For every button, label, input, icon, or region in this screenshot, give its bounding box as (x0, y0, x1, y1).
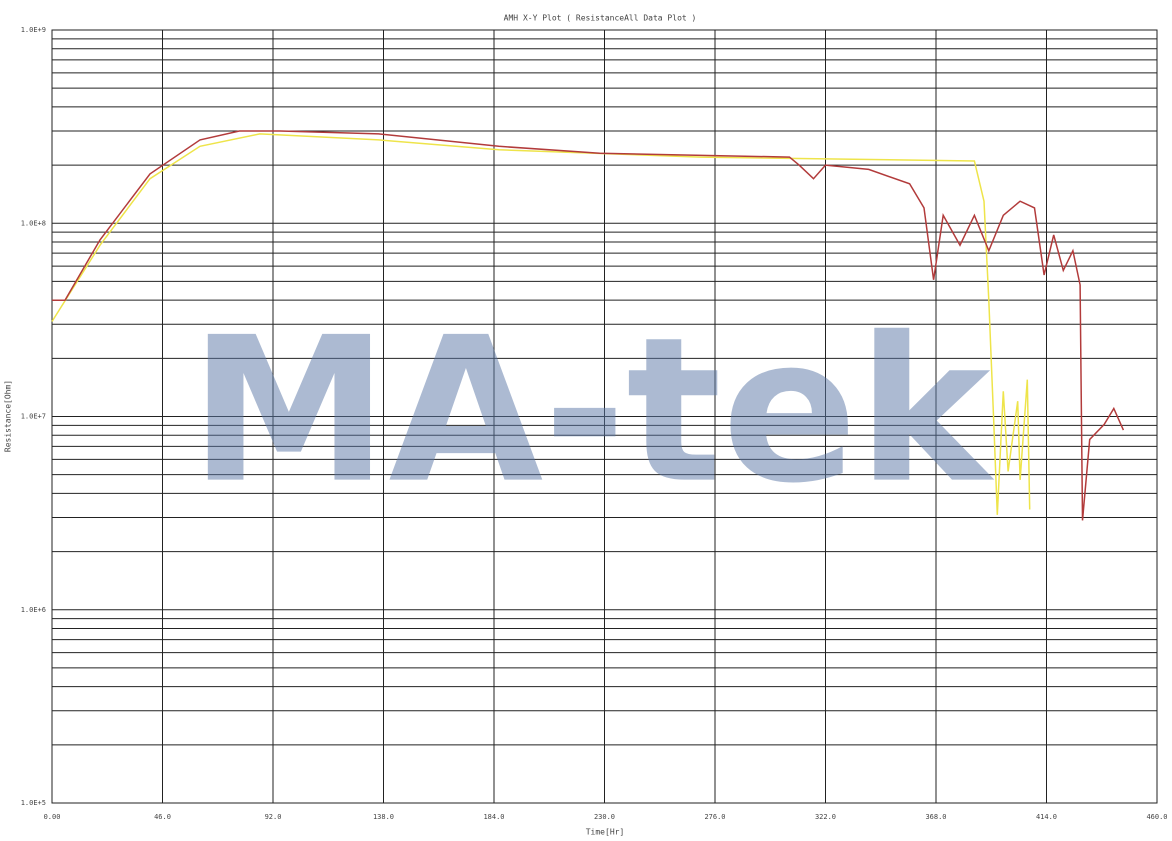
y-axis-label: Resistance[Ohm] (4, 380, 13, 452)
y-tick-label: 1.0E+7 (21, 413, 46, 421)
x-tick-label: 138.0 (373, 813, 394, 821)
series-line (51, 133, 1031, 515)
x-tick-label: 322.0 (815, 813, 836, 821)
x-tick-label: 0.00 (44, 813, 61, 821)
y-tick-label: 1.0E+6 (21, 606, 46, 614)
x-tick-label: 92.0 (265, 813, 282, 821)
x-tick-label: 46.0 (154, 813, 171, 821)
plot-frame (51, 29, 1158, 804)
x-tick-label: 184.0 (483, 813, 504, 821)
x-tick-label: 368.0 (925, 813, 946, 821)
chart-title: AMH X-Y Plot ( ResistanceAll Data Plot ) (504, 14, 697, 23)
series-line (52, 130, 1125, 521)
x-tick-label: 414.0 (1036, 813, 1057, 821)
y-tick-label: 1.0E+8 (21, 219, 46, 227)
x-tick-label: 230.0 (594, 813, 615, 821)
x-tick-label: 276.0 (704, 813, 725, 821)
y-tick-label: 1.0E+5 (21, 799, 46, 807)
watermark: MA-tek (189, 295, 994, 528)
y-tick-label: 1.0E+9 (21, 26, 46, 34)
x-axis-label: Time[Hr] (586, 828, 625, 837)
x-tick-label: 460.0 (1146, 813, 1167, 821)
